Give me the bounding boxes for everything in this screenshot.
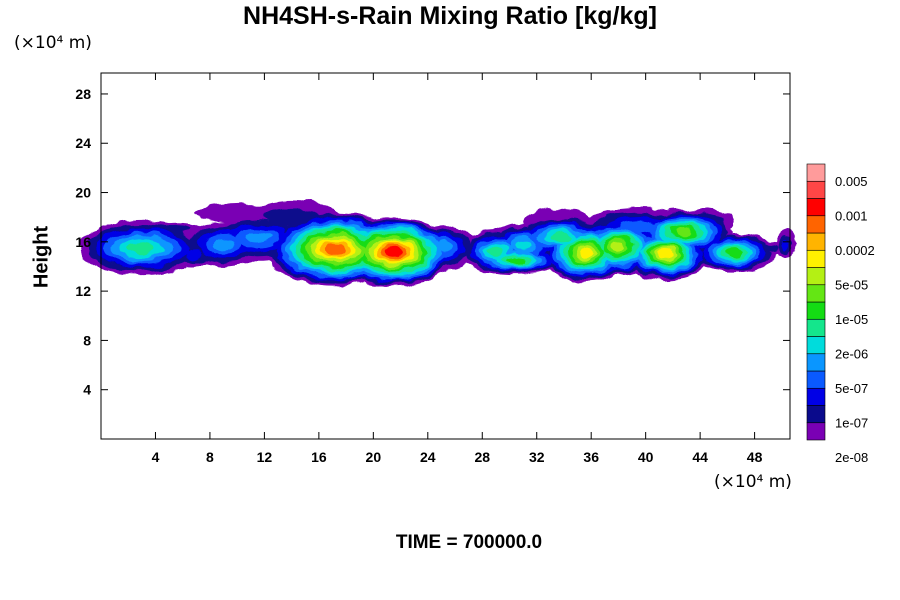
contour-patch-level-4 bbox=[245, 232, 271, 245]
colorbar-label-1: 0.001 bbox=[835, 208, 868, 223]
y-tick-label-0: 4 bbox=[83, 382, 91, 398]
contour-patch-level-7 bbox=[507, 257, 526, 264]
contour-patch-level-2 bbox=[185, 249, 202, 259]
x-tick-label-4: 20 bbox=[366, 449, 382, 465]
colorbar-swatch-12 bbox=[806, 215, 826, 234]
contour-patch-level-10 bbox=[578, 248, 593, 258]
colorbar-label-6: 5e-07 bbox=[835, 381, 868, 396]
contour-patch-level-2 bbox=[781, 238, 791, 250]
x-tick-label-2: 12 bbox=[257, 449, 273, 465]
contour-patch-level-13 bbox=[384, 246, 403, 257]
contour-patch-level-1 bbox=[164, 226, 191, 233]
colorbar-swatch-15 bbox=[806, 163, 826, 182]
x-tick-label-8: 36 bbox=[583, 449, 599, 465]
contour-patch-level-3 bbox=[619, 221, 658, 233]
time-label: TIME = 700000.0 bbox=[395, 532, 543, 553]
x-axis: 4 8 12 16 20 24 28 32 36 40 44 48 bbox=[152, 73, 763, 465]
contour-patch-level-4 bbox=[437, 240, 454, 253]
contour-patch-level-6 bbox=[128, 242, 155, 254]
plot-frame bbox=[100, 72, 791, 440]
colorbar-swatch-1 bbox=[806, 405, 826, 424]
colorbar: 0.005 0.001 0.0002 5e-05 1e-05 2e-06 5e-07 1e-0… bbox=[806, 163, 875, 465]
contour-patch-level-4 bbox=[212, 238, 235, 251]
colorbar-swatch-7 bbox=[806, 301, 826, 320]
colorbar-swatch-13 bbox=[806, 198, 826, 217]
colorbar-label-0: 0.005 bbox=[835, 174, 868, 189]
colorbar-label-2: 0.0002 bbox=[835, 243, 875, 258]
colorbar-label-7: 1e-07 bbox=[835, 415, 868, 430]
colorbar-label-8: 2e-08 bbox=[835, 450, 868, 465]
x-tick-label-5: 24 bbox=[420, 449, 436, 465]
x-tick-label-3: 16 bbox=[311, 449, 327, 465]
colorbar-label-5: 2e-06 bbox=[835, 346, 868, 361]
x-tick-label-10: 44 bbox=[692, 449, 708, 465]
x-axis-unit: (×10⁴ m) bbox=[714, 472, 792, 492]
colorbar-label-3: 5e-05 bbox=[835, 277, 868, 292]
colorbar-swatch-6 bbox=[806, 318, 826, 337]
y-tick-label-6: 28 bbox=[75, 86, 91, 102]
y-tick-label-2: 12 bbox=[75, 283, 91, 299]
y-tick-label-3: 16 bbox=[75, 234, 91, 250]
colorbar-label-4: 1e-05 bbox=[835, 312, 868, 327]
colorbar-swatch-14 bbox=[806, 180, 826, 199]
contour-patch-level-6 bbox=[488, 247, 504, 257]
contour-patch-level-6 bbox=[551, 232, 572, 242]
y-tick-label-1: 8 bbox=[83, 332, 91, 348]
y-tick-label-5: 24 bbox=[75, 135, 91, 151]
contour-patch-level-12 bbox=[324, 243, 346, 255]
contour-patch-level-9 bbox=[610, 241, 626, 252]
colorbar-swatch-8 bbox=[806, 284, 826, 303]
colorbar-swatch-10 bbox=[806, 249, 826, 268]
contour-patch-level-10 bbox=[659, 250, 674, 259]
colorbar-swatch-4 bbox=[806, 353, 826, 372]
colorbar-swatch-2 bbox=[806, 387, 826, 406]
x-tick-label-7: 32 bbox=[529, 449, 545, 465]
x-tick-label-1: 8 bbox=[206, 449, 214, 465]
x-tick-label-9: 40 bbox=[638, 449, 654, 465]
cloud-field bbox=[79, 199, 797, 287]
x-tick-label-6: 28 bbox=[474, 449, 490, 465]
x-tick-label-11: 48 bbox=[747, 449, 763, 465]
y-tick-label-4: 20 bbox=[75, 185, 91, 201]
colorbar-swatch-0 bbox=[806, 422, 826, 441]
chart-title: NH4SH-s-Rain Mixing Ratio [kg/kg] bbox=[243, 2, 657, 30]
colorbar-swatch-3 bbox=[806, 370, 826, 389]
colorbar-swatch-5 bbox=[806, 336, 826, 355]
colorbar-swatch-11 bbox=[806, 232, 826, 251]
contour-patch-level-7 bbox=[726, 249, 743, 257]
contour-patch-level-5 bbox=[515, 240, 531, 251]
x-tick-label-0: 4 bbox=[152, 449, 160, 465]
y-axis: 4 8 12 16 20 24 28 bbox=[75, 86, 790, 398]
colorbar-swatch-9 bbox=[806, 267, 826, 286]
contour-patch-level-8 bbox=[674, 228, 693, 236]
y-axis-unit: (×10⁴ m) bbox=[14, 33, 92, 53]
